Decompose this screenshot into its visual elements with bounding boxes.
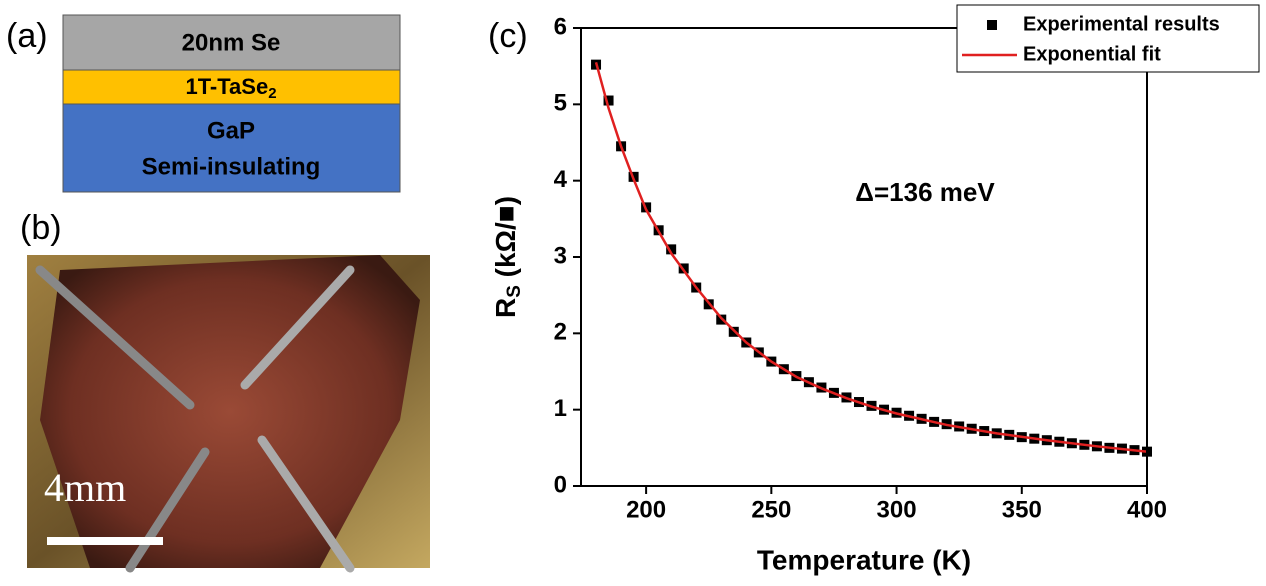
layer-text: Semi-insulating	[142, 153, 321, 180]
y-axis-title: (kΩ/■)	[490, 196, 521, 285]
layer-gap	[62, 103, 401, 193]
annotation: Δ=136 meV	[855, 177, 995, 207]
panel-label: (a)	[6, 17, 48, 55]
y-tick-label: 3	[554, 242, 567, 269]
x-axis-title: Temperature (K)	[757, 544, 971, 575]
panel-label: (c)	[488, 17, 528, 55]
scale-text: 4mm	[44, 465, 126, 510]
x-tick-label: 200	[626, 496, 666, 523]
y-tick-label: 0	[554, 471, 567, 498]
chart: 200 250 300 350 400 0 1 2 3 4 5 6 Temperature (K) RS …	[490, 4, 1260, 575]
layer-text: 1T-TaSe	[185, 74, 268, 99]
fit-line	[594, 62, 1147, 453]
scale-bar	[47, 537, 163, 545]
legend-text: Exponential fit	[1023, 43, 1161, 65]
layer-text: 1T-TaSe2	[185, 74, 276, 102]
layer-tase2	[62, 69, 401, 105]
data-point	[666, 244, 677, 255]
y-tick-label: 2	[554, 319, 567, 346]
y-tick-label: 4	[554, 166, 568, 193]
y-axis-title: R	[490, 298, 521, 318]
data-point	[603, 95, 614, 106]
panel-label: (b)	[20, 209, 62, 247]
layer-se	[62, 14, 401, 71]
layer-text: 20nm Se	[182, 29, 281, 56]
legend-marker	[987, 20, 997, 30]
x-tick-label: 250	[751, 496, 791, 523]
y-tick-label: 1	[554, 395, 567, 422]
layer-text: GaP	[207, 117, 255, 144]
legend-text: Experimental results	[1023, 13, 1220, 35]
y-tick-label: 5	[554, 90, 567, 117]
subscript: 2	[268, 85, 276, 102]
x-tick-label: 350	[1002, 496, 1042, 523]
y-axis-title: RS (kΩ/■)	[490, 196, 525, 318]
probes	[35, 265, 355, 573]
legend-box	[956, 4, 1260, 73]
photo-sample	[40, 255, 420, 568]
plot-frame	[580, 27, 1148, 487]
x-tick-label: 400	[1127, 496, 1167, 523]
y-axis-title-sub: S	[504, 285, 525, 298]
x-tick-label: 300	[877, 496, 917, 523]
y-tick-label: 6	[554, 13, 567, 40]
